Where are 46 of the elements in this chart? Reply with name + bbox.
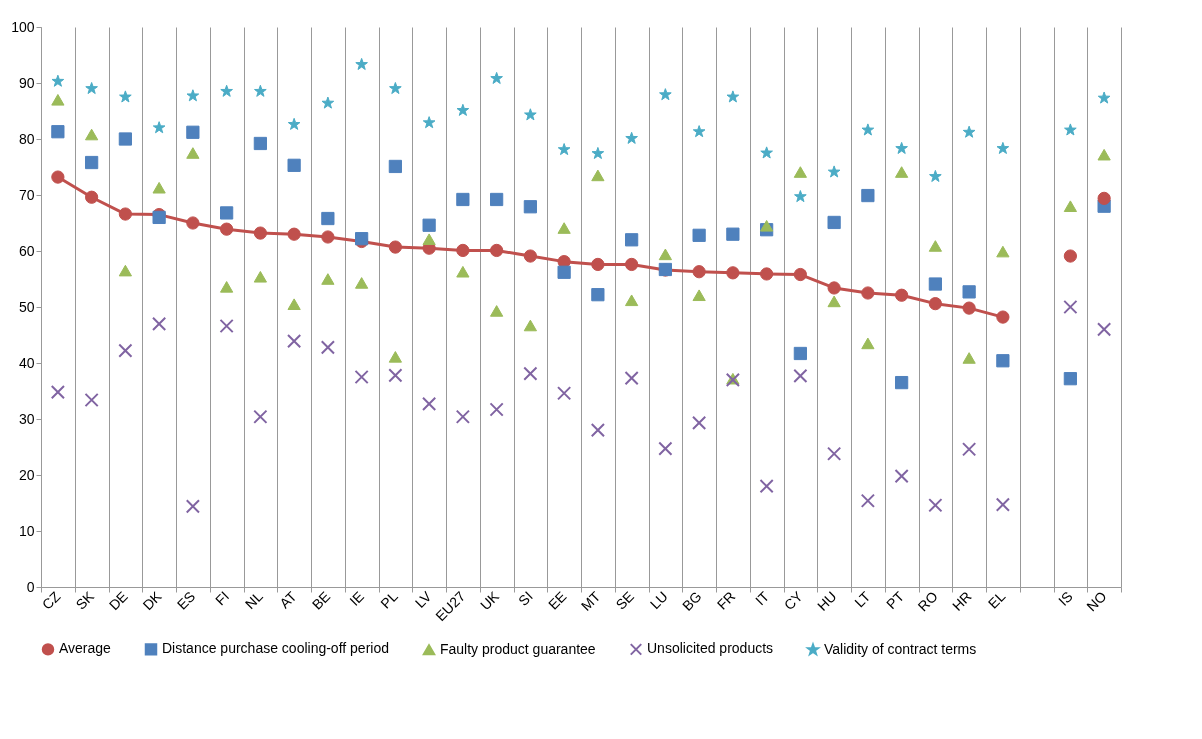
x-tick-label: IE — [346, 588, 368, 609]
y-tick-label: 60 — [18, 242, 35, 259]
x-tick-label: PL — [377, 587, 401, 612]
legend-label: Faulty product guarantee — [440, 640, 596, 657]
x-tick-label: CY — [780, 587, 807, 614]
x-tick-label: FI — [211, 588, 233, 609]
x-tick-label: DK — [139, 587, 166, 614]
x-tick-label: ES — [173, 588, 199, 613]
y-tick-label: 100 — [11, 18, 35, 35]
y-tick-label: 30 — [18, 410, 35, 427]
legend-label: Distance purchase cooling-off period — [162, 640, 389, 657]
x-tick-label: BE — [308, 588, 334, 613]
x-tick-label: DE — [105, 588, 131, 614]
x-tick-label: SE — [612, 588, 638, 613]
y-tick-label: 20 — [18, 466, 35, 483]
x-tick-label: RO — [914, 588, 941, 615]
y-tick-label: 10 — [18, 522, 35, 539]
x-tick-label: MT — [577, 587, 604, 614]
y-tick-label: 0 — [26, 578, 35, 595]
x-tick-label: AT — [276, 587, 300, 612]
x-tick-label: BG — [678, 588, 705, 614]
x-tick-label: SK — [72, 587, 98, 613]
y-tick-label: 80 — [18, 130, 35, 147]
x-tick-label: LT — [851, 587, 874, 611]
legend-label: Average — [59, 640, 112, 657]
x-tick-label: CZ — [38, 587, 64, 613]
x-tick-label: NL — [241, 587, 266, 613]
x-tick-label: PT — [883, 587, 908, 613]
x-tick-label: NO — [1083, 588, 1110, 615]
x-tick-label: LU — [646, 588, 671, 613]
y-tick-label: 40 — [18, 354, 35, 371]
x-tick-label: UK — [477, 587, 503, 614]
x-tick-label: LV — [411, 587, 436, 611]
y-tick-label: 90 — [18, 74, 35, 91]
x-tick-label: FR — [713, 588, 739, 613]
x-tick-label: HU — [813, 588, 840, 614]
x-tick-label: EE — [545, 588, 570, 613]
x-tick-label: EL — [984, 587, 1009, 612]
legend-label: Validity of contract terms — [824, 640, 977, 657]
y-tick-label: 50 — [18, 298, 35, 315]
legend-label: Unsolicited products — [647, 640, 774, 657]
x-tick-label: IT — [751, 587, 773, 609]
x-tick-label: HR — [948, 588, 975, 614]
y-tick-label: 70 — [18, 186, 35, 203]
x-tick-label: SI — [515, 588, 536, 609]
x-tick-label: IS — [1055, 588, 1076, 609]
